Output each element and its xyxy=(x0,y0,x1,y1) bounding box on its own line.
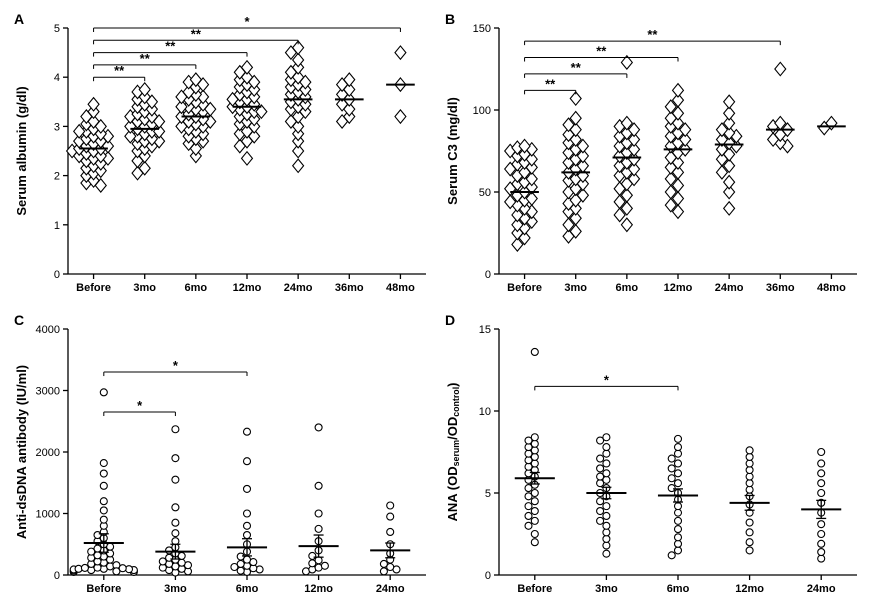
svg-text:3mo: 3mo xyxy=(164,583,187,595)
svg-text:Before: Before xyxy=(76,282,111,294)
svg-text:12mo: 12mo xyxy=(664,282,693,294)
svg-text:**: ** xyxy=(596,44,607,59)
panel-label: A xyxy=(14,11,24,27)
svg-text:Anti-dsDNA antibody (IU/ml): Anti-dsDNA antibody (IU/ml) xyxy=(14,364,29,538)
svg-text:6mo: 6mo xyxy=(616,282,639,294)
svg-text:12mo: 12mo xyxy=(304,583,333,595)
panel-label: B xyxy=(445,11,455,27)
svg-text:15: 15 xyxy=(479,324,491,336)
svg-text:0: 0 xyxy=(485,570,491,582)
svg-text:150: 150 xyxy=(473,23,491,35)
svg-text:5: 5 xyxy=(485,488,491,500)
svg-text:**: ** xyxy=(114,63,125,78)
svg-text:100: 100 xyxy=(473,105,491,117)
panel-b: B 0 50 100 150 Before 3mo 6mo 12mo 24mo 36mo 48mo Se… xyxy=(441,10,866,305)
svg-text:Before: Before xyxy=(86,583,121,595)
svg-text:24mo: 24mo xyxy=(376,583,405,595)
figure-grid: A 0 1 2 3 4 5 Before 3mo 6mo 12mo 24mo 36mo 48mo Serum… xyxy=(10,10,866,605)
svg-text:0: 0 xyxy=(54,570,60,582)
svg-text:**: ** xyxy=(545,76,556,91)
svg-text:36mo: 36mo xyxy=(335,282,364,294)
panel-a: A 0 1 2 3 4 5 Before 3mo 6mo 12mo 24mo 36mo 48mo Serum… xyxy=(10,10,435,305)
svg-text:48mo: 48mo xyxy=(386,282,415,294)
svg-text:5: 5 xyxy=(54,23,60,35)
svg-text:24mo: 24mo xyxy=(807,583,836,595)
svg-text:Serum C3 (mg/dl): Serum C3 (mg/dl) xyxy=(445,97,460,205)
svg-text:12mo: 12mo xyxy=(735,583,764,595)
svg-text:1: 1 xyxy=(54,220,60,232)
panel-label: D xyxy=(445,312,455,328)
svg-text:50: 50 xyxy=(479,187,491,199)
svg-text:**: ** xyxy=(165,39,176,54)
svg-text:*: * xyxy=(604,372,610,387)
svg-text:3mo: 3mo xyxy=(564,282,587,294)
svg-text:24mo: 24mo xyxy=(284,282,313,294)
svg-text:ANA (ODserum/ODcontrol): ANA (ODserum/ODcontrol) xyxy=(445,382,461,521)
svg-text:4: 4 xyxy=(54,72,60,84)
svg-text:4000: 4000 xyxy=(36,324,60,336)
svg-text:**: ** xyxy=(647,27,658,42)
svg-text:**: ** xyxy=(140,51,151,66)
svg-text:6mo: 6mo xyxy=(185,282,208,294)
svg-text:1000: 1000 xyxy=(36,508,60,520)
svg-text:6mo: 6mo xyxy=(236,583,259,595)
svg-text:Serum albumin (g/dl): Serum albumin (g/dl) xyxy=(14,86,29,215)
svg-text:36mo: 36mo xyxy=(766,282,795,294)
svg-text:48mo: 48mo xyxy=(817,282,846,294)
panel-label: C xyxy=(14,312,24,328)
svg-text:2: 2 xyxy=(54,171,60,183)
svg-text:0: 0 xyxy=(485,269,491,281)
svg-text:2000: 2000 xyxy=(36,447,60,459)
svg-text:3000: 3000 xyxy=(36,385,60,397)
panel-c: C 0 1000 2000 3000 4000 Before 3mo 6mo 12mo 24mo An… xyxy=(10,311,435,606)
svg-text:12mo: 12mo xyxy=(233,282,262,294)
svg-text:10: 10 xyxy=(479,406,491,418)
svg-text:Before: Before xyxy=(507,282,542,294)
svg-text:**: ** xyxy=(571,60,582,75)
svg-text:24mo: 24mo xyxy=(715,282,744,294)
svg-text:**: ** xyxy=(191,26,202,41)
svg-text:6mo: 6mo xyxy=(667,583,690,595)
svg-text:*: * xyxy=(137,398,143,413)
svg-text:3mo: 3mo xyxy=(133,282,156,294)
panel-d: D 0 5 10 15 Before 3mo 6mo 12mo 24mo ANA (ODserum/… xyxy=(441,311,866,606)
svg-text:*: * xyxy=(173,358,179,373)
svg-text:3: 3 xyxy=(54,121,60,133)
svg-text:*: * xyxy=(244,14,250,29)
svg-text:0: 0 xyxy=(54,269,60,281)
svg-text:Before: Before xyxy=(517,583,552,595)
svg-text:3mo: 3mo xyxy=(595,583,618,595)
